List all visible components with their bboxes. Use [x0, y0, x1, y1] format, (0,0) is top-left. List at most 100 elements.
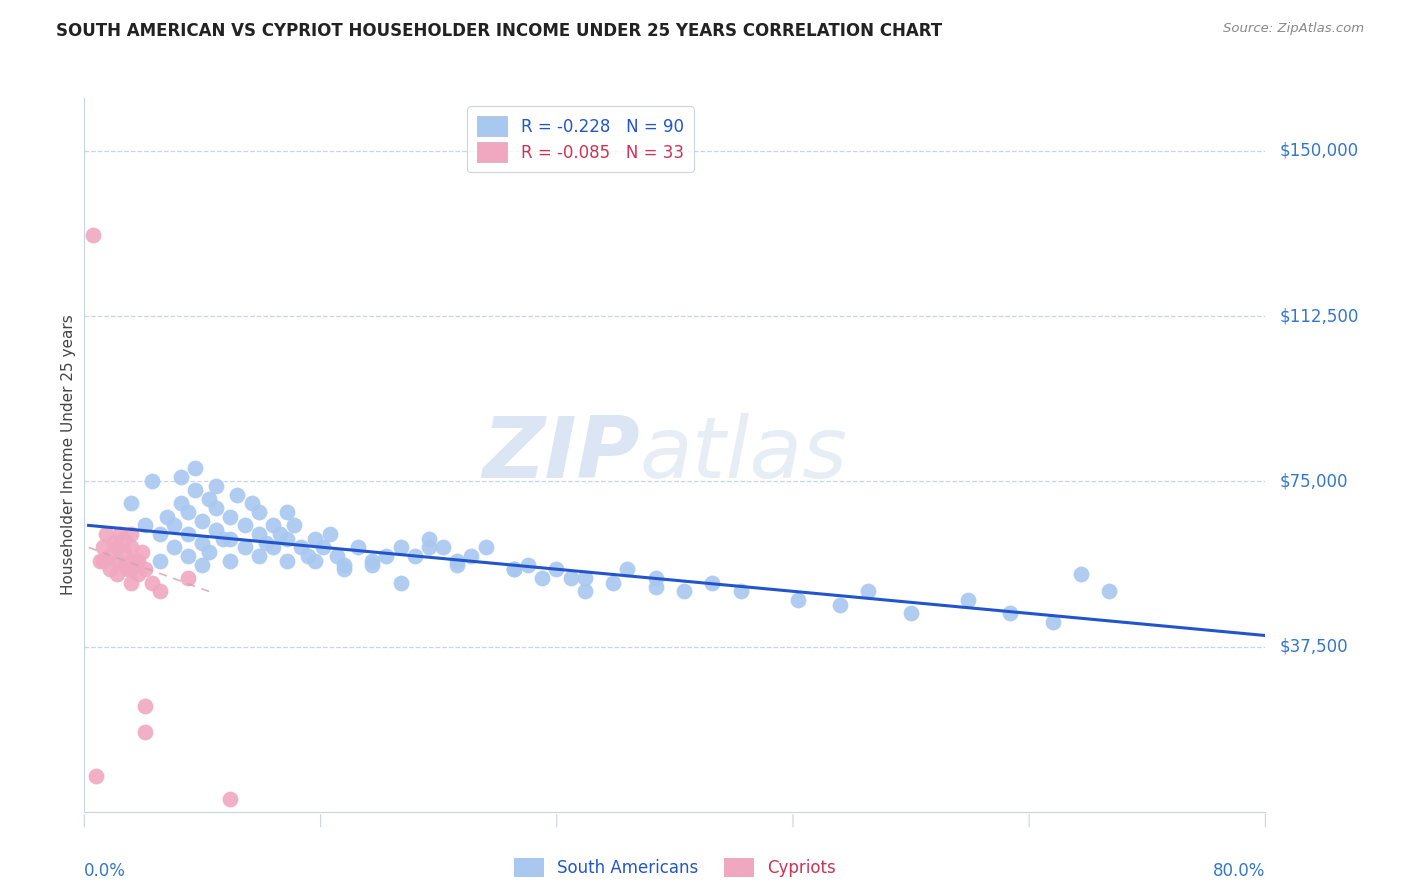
Point — [347, 541, 370, 555]
Point — [120, 554, 142, 568]
Point — [333, 558, 356, 572]
Point — [900, 607, 922, 621]
Point — [446, 554, 468, 568]
Point — [212, 532, 235, 546]
Point — [163, 541, 186, 555]
Point — [333, 562, 356, 576]
Point — [219, 532, 242, 546]
Point — [134, 698, 156, 713]
Point — [318, 527, 340, 541]
Point — [254, 536, 277, 550]
Point — [503, 562, 526, 576]
Point — [311, 541, 333, 555]
Point — [517, 558, 540, 572]
Point — [184, 461, 207, 475]
Point — [112, 545, 135, 559]
Point — [304, 532, 326, 546]
Point — [219, 554, 242, 568]
Point — [131, 545, 153, 559]
Text: SOUTH AMERICAN VS CYPRIOT HOUSEHOLDER INCOME UNDER 25 YEARS CORRELATION CHART: SOUTH AMERICAN VS CYPRIOT HOUSEHOLDER IN… — [56, 22, 942, 40]
Point — [546, 562, 568, 576]
Point — [247, 505, 270, 519]
Point — [105, 541, 128, 555]
Point — [418, 532, 440, 546]
Point — [375, 549, 398, 564]
Point — [283, 518, 305, 533]
Point — [361, 558, 384, 572]
Point — [304, 554, 326, 568]
Point — [134, 562, 156, 576]
Point — [103, 536, 125, 550]
Point — [155, 509, 177, 524]
Point — [198, 545, 221, 559]
Point — [163, 518, 186, 533]
Point — [432, 541, 454, 555]
Point — [276, 554, 298, 568]
Point — [460, 549, 482, 564]
Point — [84, 769, 107, 783]
Text: Source: ZipAtlas.com: Source: ZipAtlas.com — [1223, 22, 1364, 36]
Point — [205, 479, 228, 493]
Point — [858, 584, 880, 599]
Point — [233, 541, 256, 555]
Point — [1098, 584, 1121, 599]
Point — [205, 500, 228, 515]
Point — [531, 571, 554, 585]
Text: $150,000: $150,000 — [1279, 142, 1358, 160]
Point — [148, 584, 170, 599]
Point — [1070, 566, 1092, 581]
Point — [120, 562, 142, 576]
Point — [325, 549, 347, 564]
Point — [117, 562, 139, 576]
Point — [574, 571, 596, 585]
Point — [389, 575, 412, 590]
Point — [956, 593, 979, 607]
Point — [148, 527, 170, 541]
Point — [730, 584, 752, 599]
Point — [98, 549, 121, 564]
Point — [134, 725, 156, 739]
Text: $112,500: $112,500 — [1279, 307, 1360, 326]
Point — [82, 227, 104, 242]
Point — [828, 598, 851, 612]
Point — [191, 514, 214, 528]
Point — [361, 554, 384, 568]
Point — [205, 523, 228, 537]
Point — [786, 593, 808, 607]
Point — [297, 549, 319, 564]
Point — [127, 554, 149, 568]
Point — [127, 566, 149, 581]
Point — [702, 575, 724, 590]
Point — [91, 554, 114, 568]
Point — [644, 571, 666, 585]
Point — [105, 554, 128, 568]
Point — [644, 580, 666, 594]
Text: $37,500: $37,500 — [1279, 638, 1348, 656]
Point — [94, 527, 117, 541]
Point — [120, 575, 142, 590]
Text: atlas: atlas — [640, 413, 848, 497]
Point — [98, 562, 121, 576]
Point — [276, 532, 298, 546]
Point — [120, 496, 142, 510]
Point — [177, 505, 200, 519]
Point — [198, 491, 221, 506]
Point — [105, 566, 128, 581]
Point — [184, 483, 207, 498]
Text: $75,000: $75,000 — [1279, 473, 1348, 491]
Text: ZIP: ZIP — [482, 413, 640, 497]
Point — [269, 527, 291, 541]
Point — [673, 584, 696, 599]
Point — [247, 527, 270, 541]
Point — [404, 549, 426, 564]
Point — [418, 541, 440, 555]
Point — [108, 527, 131, 541]
Y-axis label: Householder Income Under 25 years: Householder Income Under 25 years — [60, 315, 76, 595]
Point — [120, 527, 142, 541]
Point — [141, 575, 163, 590]
Point — [276, 505, 298, 519]
Point — [290, 541, 312, 555]
Point — [616, 562, 638, 576]
Point — [247, 549, 270, 564]
Point — [602, 575, 624, 590]
